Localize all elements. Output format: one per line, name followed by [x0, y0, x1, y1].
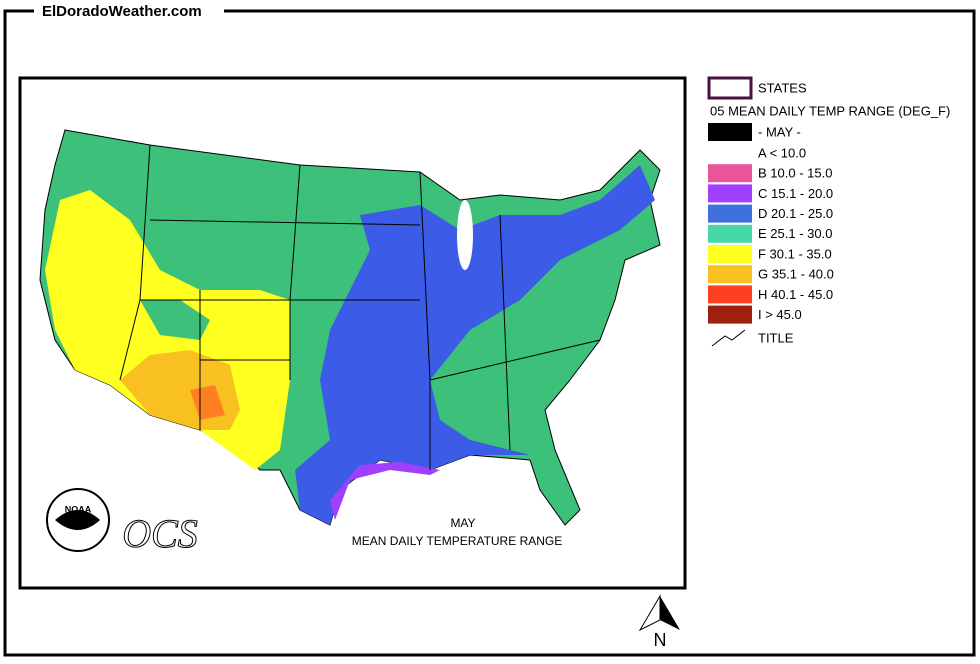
legend-states: STATES	[758, 80, 807, 95]
legend-title: TITLE	[758, 330, 794, 345]
map-month: MAY	[450, 516, 475, 530]
frame	[3, 9, 976, 657]
us-map	[39, 129, 661, 526]
legend-label: D 20.1 - 25.0	[758, 206, 833, 221]
title-bg	[34, 2, 224, 22]
legend-swatch	[708, 285, 752, 304]
legend-label: I > 45.0	[758, 307, 802, 322]
legend-label: B 10.0 - 15.0	[758, 166, 832, 181]
legend-swatch	[708, 164, 752, 183]
noaa-text: NOAA	[65, 504, 92, 514]
month-swatch	[708, 123, 752, 141]
map-title: MEAN DAILY TEMPERATURE RANGE	[352, 534, 563, 548]
noaa-bird	[55, 510, 100, 530]
legend-label: H 40.1 - 45.0	[758, 287, 833, 302]
title-symbol	[711, 329, 746, 347]
legend-label: A < 10.0	[758, 145, 806, 160]
legend-classes: A < 10.0 B 10.0 - 15.0 C 15.1 - 20.0 D 20.1…	[708, 144, 834, 324]
legend-month: - MAY -	[758, 124, 801, 139]
legend-swatch	[708, 144, 752, 162]
legend-swatch	[708, 245, 752, 263]
ocs-logo: OCS	[122, 511, 198, 556]
north-label: N	[654, 630, 667, 650]
legend-label: F 30.1 - 35.0	[758, 246, 832, 261]
legend-swatch	[708, 204, 752, 223]
site-title: ElDoradoWeather.com	[42, 3, 202, 20]
states-swatch	[707, 76, 753, 100]
legend-swatch	[708, 305, 752, 324]
legend-label: G 35.1 - 40.0	[758, 267, 834, 282]
legend-label: C 15.1 - 20.0	[758, 186, 833, 201]
north-arrow-half	[660, 596, 680, 630]
legend-layer: 05 MEAN DAILY TEMP RANGE (DEG_F)	[710, 103, 950, 118]
north-arrow	[638, 594, 661, 632]
legend-label: E 25.1 - 30.0	[758, 226, 832, 241]
legend-swatch	[708, 184, 752, 203]
legend-swatch	[708, 224, 752, 243]
legend-swatch	[708, 265, 752, 284]
